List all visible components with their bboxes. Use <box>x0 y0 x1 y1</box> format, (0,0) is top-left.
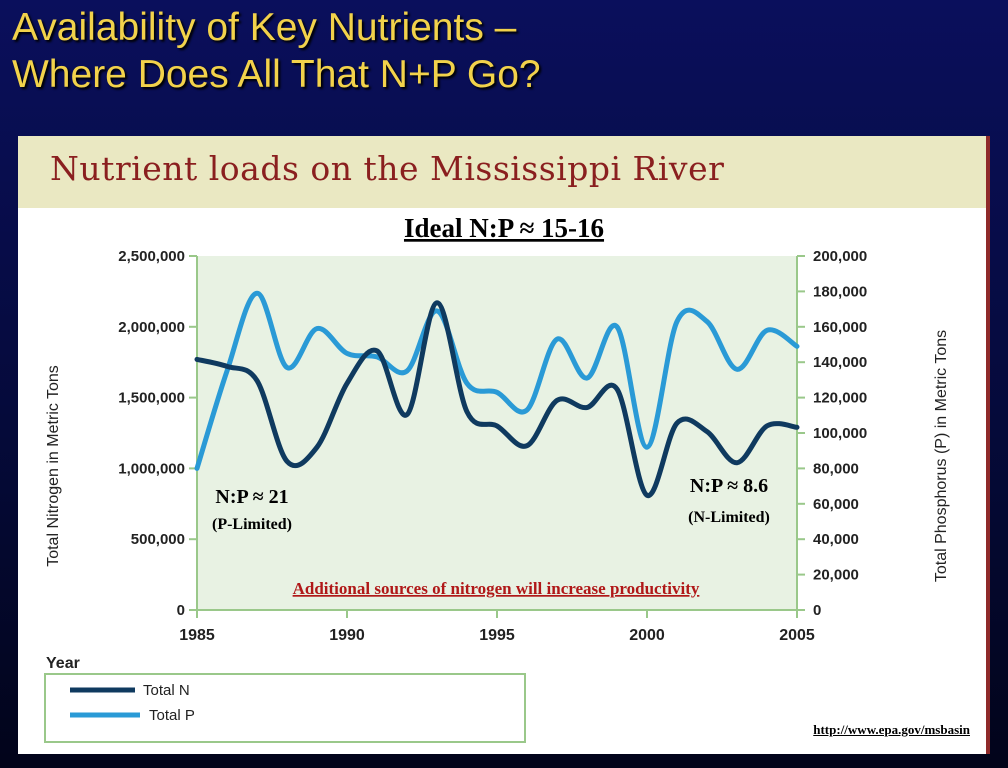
y-tick-label-right: 180,000 <box>813 283 867 300</box>
y-axis-label-right: Total Phosphorus (P) in Metric Tons <box>933 330 950 582</box>
annotation-np-21: N:P ≈ 21 <box>215 486 288 508</box>
legend-label-total-n: Total N <box>143 682 190 699</box>
y-axis-label-left: Total Nitrogen in Metric Tons <box>45 365 62 567</box>
y-tick-label-left: 1,500,000 <box>118 390 185 407</box>
legend-label-total-p: Total P <box>149 707 195 724</box>
y-tick-label-right: 120,000 <box>813 390 867 407</box>
legend: Total N Total P <box>44 673 526 743</box>
slide-title: Availability of Key Nutrients – Where Do… <box>12 4 541 98</box>
annotation-p-limited: (P-Limited) <box>212 516 292 533</box>
series-line-total-n <box>194 300 800 498</box>
y-tick-label-right: 60,000 <box>813 496 859 513</box>
y-tick-label-left: 0 <box>177 602 185 619</box>
x-tick-label: 1995 <box>479 627 515 644</box>
y-tick-label-right: 20,000 <box>813 567 859 584</box>
x-tick-label: 1985 <box>179 627 215 644</box>
y-tick-label-right: 40,000 <box>813 531 859 548</box>
x-axis-label: Year <box>46 655 80 672</box>
annotation-productivity: Additional sources of nitrogen will incr… <box>293 579 700 598</box>
y-tick-label-left: 2,500,000 <box>118 248 185 265</box>
figure-banner-title: Nutrient loads on the Mississippi River <box>50 149 725 188</box>
figure-banner: Nutrient loads on the Mississippi River <box>18 136 986 208</box>
annotation-np-8-6: N:P ≈ 8.6 <box>690 475 768 497</box>
annotation-n-limited: (N-Limited) <box>688 509 770 526</box>
x-tick-label: 2000 <box>629 627 665 644</box>
y-tick-label-left: 1,000,000 <box>118 460 185 477</box>
y-tick-label-right: 140,000 <box>813 354 867 371</box>
series-line-total-p <box>194 290 800 471</box>
x-tick-label: 1990 <box>329 627 365 644</box>
chart-title: Ideal N:P ≈ 15-16 <box>404 213 604 243</box>
chart-figure: Nutrient loads on the Mississippi River … <box>18 136 990 754</box>
source-link[interactable]: http://www.epa.gov/msbasin <box>813 722 970 737</box>
x-tick-label: 2005 <box>779 627 815 644</box>
slide-title-line-1: Availability of Key Nutrients – <box>12 6 517 49</box>
y-tick-label-left: 2,000,000 <box>118 319 185 336</box>
nutrient-line-chart: 0 500,000 1,000,000 1,500,000 2,000,000 2,500… <box>44 213 950 743</box>
y-tick-label-right: 0 <box>813 602 821 619</box>
y-tick-label-right: 100,000 <box>813 425 867 442</box>
y-tick-label-right: 80,000 <box>813 460 859 477</box>
legend-box <box>44 673 526 743</box>
y-tick-label-left: 500,000 <box>131 531 185 548</box>
y-tick-label-right: 200,000 <box>813 248 867 265</box>
y-tick-label-right: 160,000 <box>813 319 867 336</box>
slide-title-line-2: Where Does All That N+P Go? <box>12 53 541 96</box>
